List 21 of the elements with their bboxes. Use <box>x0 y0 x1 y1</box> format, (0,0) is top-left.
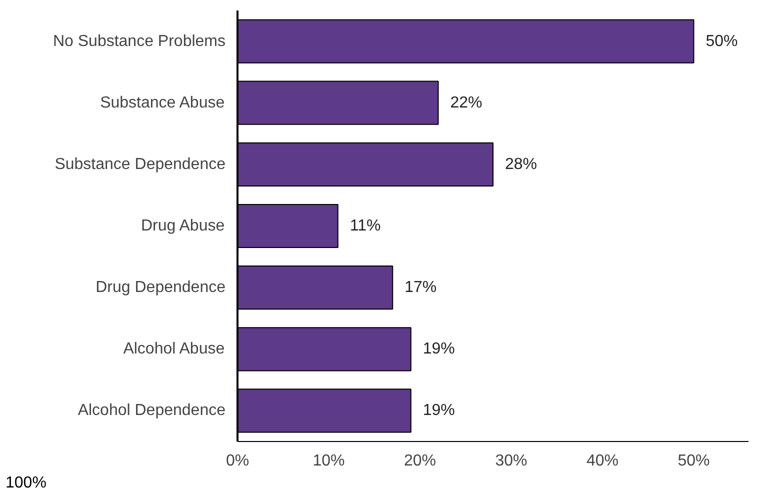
y-tick-label: Alcohol Dependence <box>78 402 226 420</box>
data-label: 17% <box>404 279 437 296</box>
y-tick-label: Drug Abuse <box>141 218 225 234</box>
y-tick-label: Drug Dependence <box>96 279 226 296</box>
y-tick-label: Substance Abuse <box>100 94 225 112</box>
x-tick-label: 0% <box>226 452 250 470</box>
data-label: 11% <box>350 218 381 234</box>
data-label: 19% <box>422 340 455 358</box>
y-tick-label: No Substance Problems <box>52 32 226 50</box>
x-tick-label: 30% <box>495 452 528 470</box>
x-tick-label: 10% <box>312 452 345 470</box>
x-tick-label: 50% <box>678 452 710 470</box>
data-label: 28% <box>505 156 538 173</box>
y-tick-label: Alcohol Abuse <box>123 340 225 358</box>
x-tick-label: 40% <box>586 452 619 470</box>
text: 100% <box>6 474 46 491</box>
data-label: 22% <box>450 94 482 112</box>
x-tick-label: 20% <box>404 452 436 470</box>
y-tick-label: Substance Dependence <box>54 156 226 173</box>
data-label: 50% <box>706 32 738 50</box>
data-label: 19% <box>422 402 455 420</box>
